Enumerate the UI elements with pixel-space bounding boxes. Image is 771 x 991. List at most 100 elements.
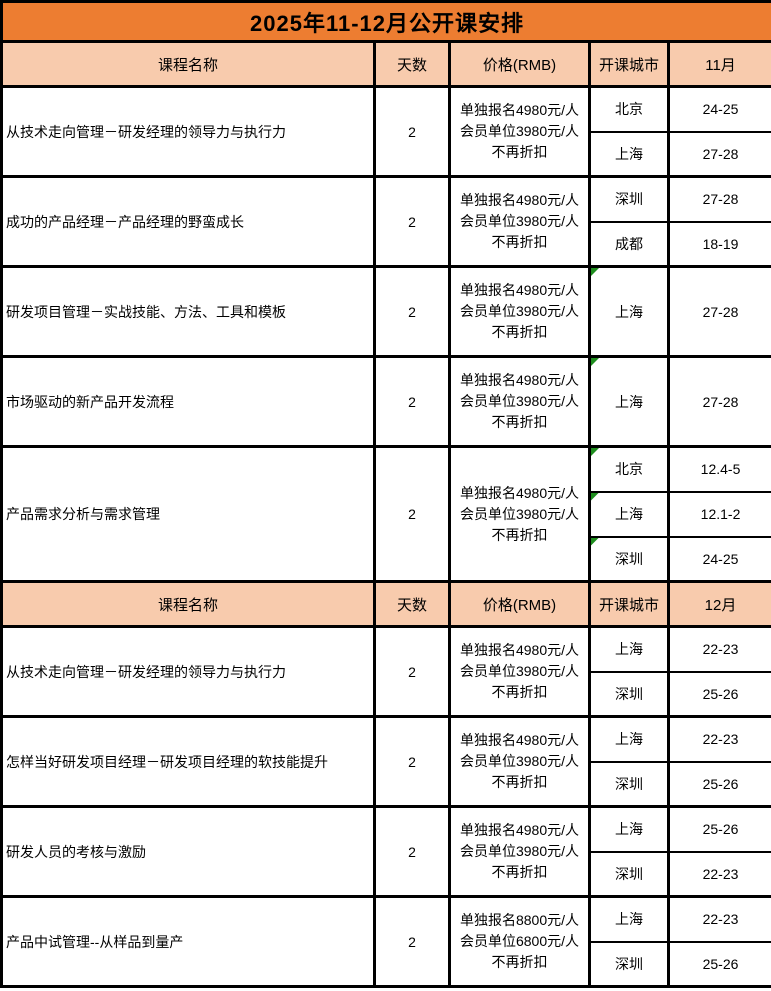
dates-cell: 22-23: [666, 625, 771, 673]
days-cell: 2: [373, 445, 451, 583]
price-line: 单独报名8800元/人: [459, 912, 580, 928]
days-cell: 2: [373, 265, 451, 358]
dates-cell: 22-23: [666, 850, 771, 898]
city-cell: 上海: [588, 355, 670, 448]
price-line: 不再折扣: [491, 144, 548, 160]
city-cell: 成都: [588, 220, 670, 268]
price-line: 不再折扣: [491, 234, 548, 250]
table-row: 研发项目管理－实战技能、方法、工具和模板 2 单独报名4980元/人 会员单位3…: [0, 265, 771, 358]
price-line: 不再折扣: [491, 774, 548, 790]
col-header-course: 课程名称: [0, 40, 376, 88]
price-line: 不再折扣: [491, 526, 548, 543]
table-subrow: 上海 12.1-2: [2, 490, 771, 538]
dates-cell: 22-23: [666, 715, 771, 763]
price-line: 会员单位3980元/人: [459, 303, 580, 319]
city-cell: 深圳: [588, 940, 670, 988]
dates-cell: 25-26: [666, 940, 771, 988]
city-cell: 上海: [588, 490, 670, 538]
table-row: 研发人员的考核与激励 2 单独报名4980元/人 会员单位3980元/人 不再折…: [0, 805, 771, 898]
dates-cell: 22-23: [666, 895, 771, 943]
city-cell: 上海: [588, 715, 670, 763]
price-cell: 单独报名4980元/人 会员单位3980元/人 不再折扣: [448, 85, 591, 178]
header-row-november: 课程名称 天数 价格(RMB) 开课城市 11月: [0, 40, 771, 88]
dates-cell: 25-26: [666, 670, 771, 718]
city-cell: 北京: [588, 445, 670, 493]
cell-error-marker-icon: [592, 538, 599, 546]
course-name-cell: 成功的产品经理－产品经理的野蛮成长: [0, 175, 376, 268]
col-header-city: 开课城市: [588, 580, 670, 628]
price-cell: 单独报名4980元/人 会员单位3980元/人 不再折扣: [448, 265, 591, 358]
city-cell: 上海: [588, 805, 670, 853]
price-line: 会员单位3980元/人: [459, 123, 580, 139]
city-cell: 深圳: [588, 850, 670, 898]
price-line: 不再折扣: [491, 954, 548, 970]
days-cell: 2: [373, 355, 451, 448]
price-line: 会员单位3980元/人: [459, 505, 580, 522]
city-cell: 北京: [588, 85, 670, 133]
course-name-cell: 市场驱动的新产品开发流程: [0, 355, 376, 448]
dates-cell: 25-26: [666, 760, 771, 808]
days-cell: 2: [373, 625, 451, 718]
table-row: 从技术走向管理－研发经理的领导力与执行力 2 单独报名4980元/人 会员单位3…: [0, 625, 771, 718]
price-line: 会员单位3980元/人: [459, 393, 580, 409]
dates-cell: 12.1-2: [666, 490, 771, 538]
city-cell: 上海: [588, 895, 670, 943]
table-subrow: 深圳 24-25: [2, 535, 771, 583]
page-title: 2025年11-12月公开课安排: [0, 0, 771, 43]
col-header-month: 11月: [666, 40, 771, 88]
days-cell: 2: [373, 85, 451, 178]
city-cell: 上海: [588, 265, 670, 358]
table-row: 怎样当好研发项目经理－研发项目经理的软技能提升 2 单独报名4980元/人 会员…: [0, 715, 771, 808]
price-line: 单独报名4980元/人: [459, 642, 580, 658]
price-line: 不再折扣: [491, 684, 548, 700]
table-row: 产品需求分析与需求管理 2 单独报名4980元/人 会员单位3980元/人 不再…: [0, 445, 771, 583]
table-subrow: 上海 27-28: [2, 130, 771, 178]
price-line: 单独报名4980元/人: [459, 192, 580, 208]
dates-cell: 24-25: [666, 535, 771, 583]
dates-cell: 27-28: [666, 265, 771, 358]
table-row: 市场驱动的新产品开发流程 2 单独报名4980元/人 会员单位3980元/人 不…: [0, 355, 771, 448]
dates-cell: 12.4-5: [666, 445, 771, 493]
price-line: 单独报名4980元/人: [459, 484, 580, 501]
col-header-month: 12月: [666, 580, 771, 628]
cell-error-marker-icon: [592, 359, 599, 366]
table-subrow: 成都 18-19: [2, 220, 771, 268]
cell-error-marker-icon: [592, 449, 599, 456]
price-line: 会员单位3980元/人: [459, 663, 580, 679]
course-name-cell: 从技术走向管理－研发经理的领导力与执行力: [0, 85, 376, 178]
price-line: 单独报名4980元/人: [459, 372, 580, 388]
price-cell: 单独报名4980元/人 会员单位3980元/人 不再折扣: [448, 625, 591, 718]
course-name-cell: 产品中试管理--从样品到量产: [0, 895, 376, 988]
col-header-price: 价格(RMB): [448, 580, 591, 628]
price-line: 会员单位6800元/人: [459, 933, 580, 949]
price-line: 单独报名4980元/人: [459, 732, 580, 748]
dates-cell: 18-19: [666, 220, 771, 268]
header-row-december: 课程名称 天数 价格(RMB) 开课城市 12月: [0, 580, 771, 628]
course-name-cell: 产品需求分析与需求管理: [0, 445, 376, 583]
table-row: 成功的产品经理－产品经理的野蛮成长 2 单独报名4980元/人 会员单位3980…: [0, 175, 771, 268]
city-cell: 上海: [588, 625, 670, 673]
price-cell: 单独报名4980元/人 会员单位3980元/人 不再折扣: [448, 175, 591, 268]
price-line: 不再折扣: [491, 414, 548, 430]
price-line: 会员单位3980元/人: [459, 213, 580, 229]
col-header-days: 天数: [373, 40, 451, 88]
table-subrow: 深圳 25-26: [2, 760, 771, 808]
price-line: 单独报名4980元/人: [459, 822, 580, 838]
price-cell: 单独报名4980元/人 会员单位3980元/人 不再折扣: [448, 445, 591, 583]
table-subrow: 深圳 22-23: [2, 850, 771, 898]
days-cell: 2: [373, 895, 451, 988]
price-line: 不再折扣: [491, 324, 548, 340]
days-cell: 2: [373, 715, 451, 808]
col-header-course: 课程名称: [0, 580, 376, 628]
col-header-days: 天数: [373, 580, 451, 628]
city-cell: 深圳: [588, 670, 670, 718]
dates-cell: 27-28: [666, 130, 771, 178]
col-header-price: 价格(RMB): [448, 40, 591, 88]
cell-error-marker-icon: [592, 269, 599, 276]
table-subrow: 深圳 25-26: [2, 670, 771, 718]
city-cell: 深圳: [588, 760, 670, 808]
city-cell: 上海: [588, 130, 670, 178]
price-line: 不再折扣: [491, 864, 548, 880]
course-name-cell: 怎样当好研发项目经理－研发项目经理的软技能提升: [0, 715, 376, 808]
